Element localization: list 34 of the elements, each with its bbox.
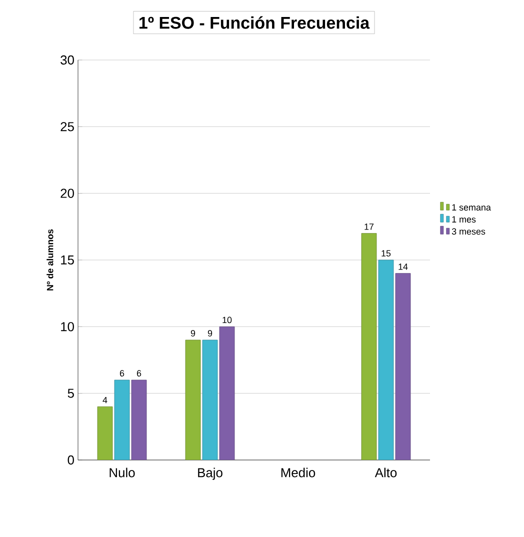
- y-tick-label: 10: [61, 322, 74, 332]
- data-label: 4: [102, 396, 108, 404]
- legend-label: 1 semana: [452, 204, 491, 211]
- bar: [97, 406, 113, 460]
- data-label: 9: [190, 330, 196, 336]
- y-tick-label: 30: [60, 55, 74, 65]
- bar: [378, 260, 394, 460]
- bar: [361, 233, 377, 460]
- x-tick-label: Nulo: [110, 468, 135, 478]
- bar: [131, 380, 147, 460]
- legend-label: 3 meses: [452, 228, 486, 235]
- x-tick-label: Bajo: [198, 468, 222, 480]
- x-tick-label: Alto: [374, 468, 397, 478]
- data-label: 15: [382, 250, 391, 256]
- y-tick-label: 15: [61, 255, 74, 265]
- y-axis-title: Nº de alumnos: [46, 229, 54, 290]
- y-tick-label: 5: [68, 388, 74, 398]
- chart-title: 1º ESO - Función Frecuencia: [140, 16, 370, 29]
- bar: [395, 273, 411, 460]
- y-tick-label: 0: [68, 455, 74, 465]
- data-label: 10: [222, 316, 232, 324]
- data-label: 9: [208, 330, 212, 336]
- legend-label: 1 mes: [452, 216, 476, 223]
- bar: [185, 340, 201, 460]
- x-tick-label: Medio: [281, 468, 316, 478]
- bar: [219, 326, 235, 460]
- bar: [202, 340, 218, 460]
- bar: [114, 380, 130, 460]
- y-tick-label: 20: [60, 188, 74, 198]
- data-label: 6: [120, 370, 124, 376]
- data-label: 6: [136, 370, 142, 376]
- data-label: 14: [398, 264, 408, 270]
- y-tick-label: 25: [60, 122, 74, 132]
- data-label: 17: [364, 224, 374, 230]
